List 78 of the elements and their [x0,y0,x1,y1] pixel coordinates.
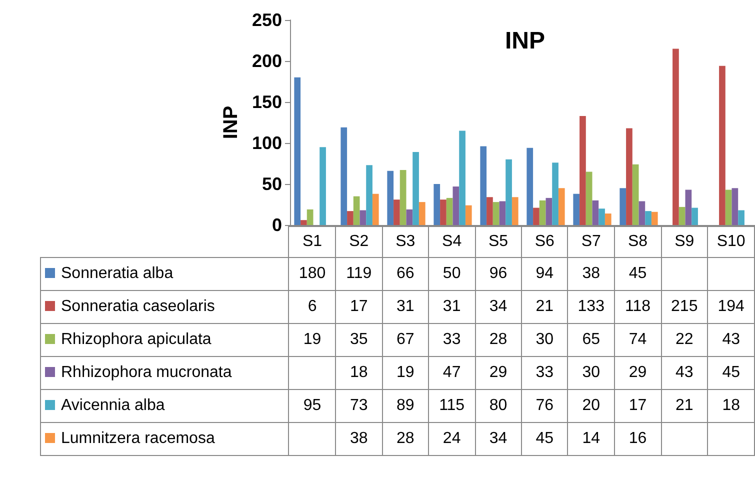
data-label: 194 [708,290,754,324]
legend-label: Rhhizophora mucronata [40,356,289,390]
x-tick-label: S7 [568,226,614,258]
chart-title: INP [504,28,546,54]
x-tick-label: S1 [288,226,336,258]
data-label: 38 [336,422,382,456]
legend-label: Sonneratia alba [40,258,289,290]
x-tick-label: S2 [336,226,382,258]
data-label: 18 [336,356,382,390]
x-tick-label: S3 [382,226,429,258]
data-label: 96 [475,258,522,290]
data-label: 14 [568,422,614,456]
data-label: 35 [336,324,382,356]
data-label: 19 [382,356,429,390]
data-label: 73 [336,390,382,422]
data-label: 180 [288,258,336,290]
data-label: 43 [661,356,708,390]
y-tick-label: 100 [252,133,282,153]
data-label: 50 [428,258,476,290]
data-label: 43 [708,324,754,356]
data-label: 47 [428,356,476,390]
data-label: 80 [475,390,522,422]
data-label: 34 [475,290,522,324]
y-tick-label: 150 [252,92,282,112]
data-label: 38 [568,258,614,290]
data-label: 21 [661,390,708,422]
data-label: 215 [661,290,708,324]
x-tick-label: S6 [521,226,568,258]
data-label: 115 [428,390,476,422]
data-label: 33 [521,356,568,390]
legend-label: Lumnitzera racemosa [40,422,289,456]
x-tick-label: S10 [708,226,754,258]
data-label: 65 [568,324,614,356]
data-label: 16 [614,422,662,456]
data-label: 21 [521,290,568,324]
legend-label: Rhizophora apiculata [40,324,289,356]
data-label: 22 [661,324,708,356]
data-label: 30 [568,356,614,390]
legend-label: Sonneratia caseolaris [40,290,289,324]
data-label: 17 [614,390,662,422]
data-label: 29 [475,356,522,390]
data-label: 33 [428,324,476,356]
data-label: 95 [288,390,336,422]
data-label: 28 [382,422,429,456]
data-label: 31 [428,290,476,324]
data-label: 45 [521,422,568,456]
x-tick-label: S8 [614,226,662,258]
data-label: 20 [568,390,614,422]
data-label: 89 [382,390,429,422]
y-tick-label: 50 [262,174,282,194]
data-label: 67 [382,324,429,356]
y-axis-title: INP [220,106,242,140]
data-label: 118 [614,290,662,324]
data-label: 119 [336,258,382,290]
data-label: 28 [475,324,522,356]
y-tick-label: 250 [252,10,282,30]
data-label: 133 [568,290,614,324]
y-tick-label: 0 [272,215,282,235]
data-label: 94 [521,258,568,290]
data-label: 18 [708,390,754,422]
data-label: 76 [521,390,568,422]
data-label: 19 [288,324,336,356]
data-label: 24 [428,422,476,456]
data-label: 6 [288,290,336,324]
legend-label: Avicennia alba [40,390,289,422]
data-label: 17 [336,290,382,324]
y-tick-label: 200 [252,51,282,71]
x-tick-label: S5 [475,226,522,258]
data-label: 30 [521,324,568,356]
data-label: 31 [382,290,429,324]
data-label: 66 [382,258,429,290]
data-label: 29 [614,356,662,390]
x-tick-label: S4 [428,226,476,258]
x-tick-label: S9 [661,226,708,258]
data-label: 45 [614,258,662,290]
data-label: 45 [708,356,754,390]
data-label: 74 [614,324,662,356]
data-label: 34 [475,422,522,456]
